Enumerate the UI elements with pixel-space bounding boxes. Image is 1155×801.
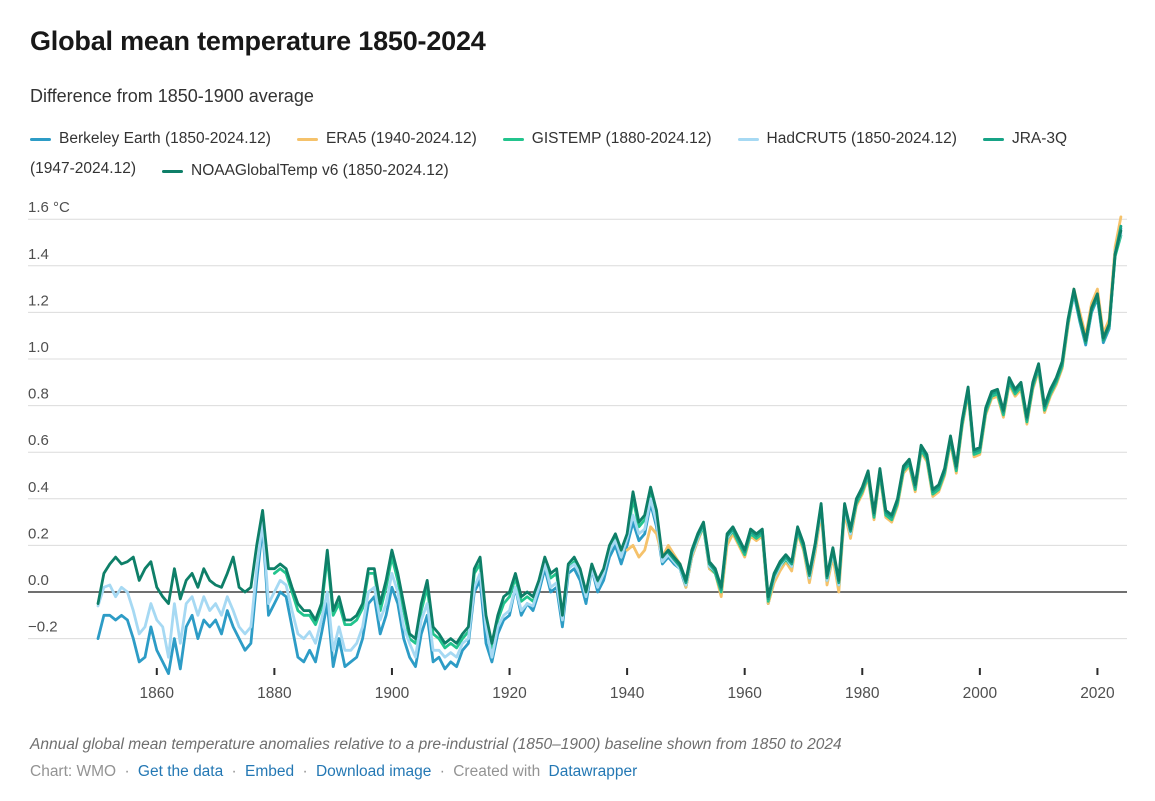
legend-swatch-icon <box>162 169 183 173</box>
y-tick-label: 1.0 <box>28 339 49 356</box>
legend-item: JRA-3Q <box>982 123 1068 155</box>
legend-label: NOAAGlobalTemp v6 (1850-2024.12) <box>191 162 449 180</box>
legend-swatch-icon <box>982 137 1004 141</box>
legend-label: HadCRUT5 (1850-2024.12) <box>766 130 957 148</box>
separator-dot: · <box>231 763 237 780</box>
legend-item: HadCRUT5 (1850-2024.12) <box>737 123 957 155</box>
legend-item: Berkeley Earth (1850-2024.12) <box>30 123 271 155</box>
legend-swatch-icon <box>737 137 759 141</box>
legend: Berkeley Earth (1850-2024.12) ERA5 (1940-… <box>30 121 1130 185</box>
separator-dot: · <box>124 763 130 780</box>
plot-area: 1.6 °C 1.4 1.2 1.0 0.8 0.6 0.4 0.2 0.0 −0.2 1860 18… <box>0 195 1155 715</box>
x-tick-label: 1860 <box>140 685 175 702</box>
y-tick-label: −0.2 <box>28 619 58 636</box>
legend-label: GISTEMP (1880-2024.12) <box>531 130 712 148</box>
x-tick-label: 1940 <box>610 685 645 702</box>
x-tick-label: 2020 <box>1080 685 1115 702</box>
temperature-line-chart: 1.6 °C 1.4 1.2 1.0 0.8 0.6 0.4 0.2 0.0 −0.2 1860 18… <box>28 199 1127 702</box>
legend-label: JRA-3Q <box>1011 130 1068 148</box>
legend-item: (1947-2024.12) <box>30 153 136 185</box>
y-tick-label: 0.0 <box>28 572 49 589</box>
chart-subtitle: Difference from 1850-1900 average <box>30 86 314 106</box>
chart-source: Chart: WMO <box>30 763 117 780</box>
separator-dot: · <box>302 763 308 780</box>
x-tick-label: 1900 <box>375 685 410 702</box>
embed-link[interactable]: Embed <box>245 763 295 780</box>
x-tick-label: 1880 <box>257 685 292 702</box>
y-tick-label: 0.4 <box>28 479 49 496</box>
separator-dot: · <box>439 763 445 780</box>
x-tick-label: 1960 <box>727 685 762 702</box>
y-tick-label: 0.2 <box>28 525 49 542</box>
legend-label: ERA5 (1940-2024.12) <box>325 130 477 148</box>
legend-swatch-icon <box>296 137 318 141</box>
y-tick-label: 1.4 <box>28 246 49 263</box>
legend-swatch-icon <box>30 137 51 141</box>
legend-swatch-icon <box>502 137 524 141</box>
x-tick-label: 1980 <box>845 685 880 702</box>
chart-byline: Chart: WMO · Get the data · Embed · Down… <box>30 763 637 781</box>
series-line-berkeley <box>96 227 1123 676</box>
legend-item: NOAAGlobalTemp v6 (1850-2024.12) <box>162 155 449 187</box>
series-line-hadcrut5 <box>96 231 1123 659</box>
created-with-text: Created with <box>453 763 541 780</box>
y-tick-label: 0.8 <box>28 386 49 403</box>
legend-row: Berkeley Earth (1850-2024.12) ERA5 (1940-… <box>30 121 1130 153</box>
series-line-noaaglobaltemp <box>96 229 1123 645</box>
download-image-link[interactable]: Download image <box>315 763 432 780</box>
chart-notes: Annual global mean temperature anomalies… <box>30 736 842 753</box>
x-tick-label: 2000 <box>963 685 998 702</box>
legend-label: (1947-2024.12) <box>30 160 136 177</box>
datawrapper-link[interactable]: Datawrapper <box>548 763 638 780</box>
page-title: Global mean temperature 1850-2024 <box>30 26 486 56</box>
get-the-data-link[interactable]: Get the data <box>137 763 224 780</box>
y-tick-label: 1.6 °C <box>28 199 70 216</box>
legend-row: (1947-2024.12) NOAAGlobalTemp v6 (1850-20… <box>30 153 1130 185</box>
legend-item: ERA5 (1940-2024.12) <box>296 123 477 155</box>
y-tick-label: 1.2 <box>28 292 49 309</box>
y-tick-label: 0.6 <box>28 432 49 449</box>
legend-label: Berkeley Earth (1850-2024.12) <box>59 130 271 148</box>
x-tick-label: 1920 <box>492 685 527 702</box>
legend-item: GISTEMP (1880-2024.12) <box>502 123 712 155</box>
